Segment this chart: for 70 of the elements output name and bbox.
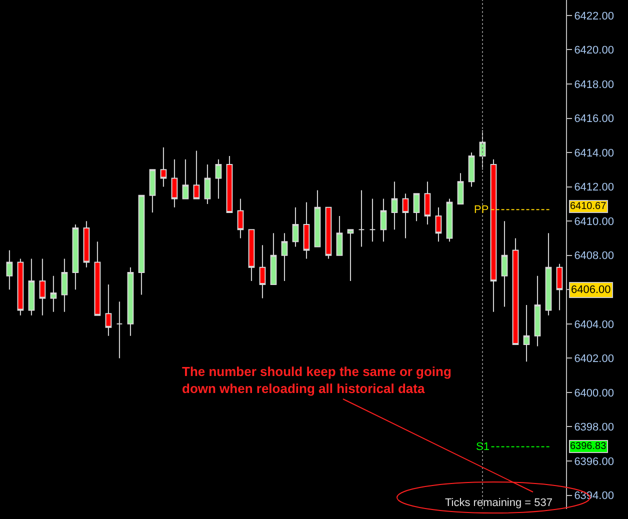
ref-line-label: PP xyxy=(474,204,489,216)
candlestick xyxy=(6,250,13,290)
candlestick xyxy=(149,169,156,214)
annotation: Ticks remaining = 537 xyxy=(445,497,553,509)
candlestick xyxy=(193,150,200,200)
candlestick xyxy=(512,238,519,345)
candlestick xyxy=(303,202,310,260)
candlestick xyxy=(457,172,464,204)
candlestick xyxy=(545,232,552,316)
candlestick xyxy=(116,301,123,359)
candlestick xyxy=(226,155,233,214)
candlestick xyxy=(259,244,266,299)
candlestick xyxy=(446,198,453,242)
candlestick xyxy=(160,146,167,188)
candlestick xyxy=(94,241,101,316)
candlestick xyxy=(402,193,409,239)
y-tick-label: 6416.00 xyxy=(574,113,614,126)
candlestick xyxy=(17,258,24,316)
candlestick xyxy=(182,158,189,200)
text: 6396.83 xyxy=(570,441,607,452)
candlestick xyxy=(270,232,277,285)
candlestick xyxy=(248,229,255,282)
candlestick xyxy=(204,164,211,204)
candlestick xyxy=(391,181,398,230)
text: 6406.00 xyxy=(571,284,611,296)
y-tick-label: 6418.00 xyxy=(574,78,614,91)
y-tick-label: 6396.00 xyxy=(574,456,614,468)
y-tick-label: 6410.00 xyxy=(574,216,614,228)
candlestick xyxy=(237,198,244,239)
y-tick-label: 6404.00 xyxy=(574,318,614,331)
candlestick xyxy=(83,220,90,268)
candlestick xyxy=(292,206,299,248)
candlestick xyxy=(490,158,497,312)
text: 6410.67 xyxy=(570,201,607,212)
candlestick xyxy=(314,190,321,248)
candlestick xyxy=(215,158,222,200)
y-tick-label: 6402.00 xyxy=(574,353,614,366)
candlestick xyxy=(127,266,134,336)
y-tick-label: 6420.00 xyxy=(574,44,614,57)
candlestick xyxy=(50,275,57,312)
candlestick xyxy=(424,181,431,226)
candlestick xyxy=(28,258,35,316)
candlestick xyxy=(336,215,343,256)
candlestick xyxy=(380,198,387,242)
candlestick xyxy=(501,220,508,308)
candlestick xyxy=(138,194,145,296)
candlestick xyxy=(39,258,46,316)
candlestick xyxy=(61,258,68,312)
candlestick xyxy=(534,275,541,347)
candlestick xyxy=(325,206,332,260)
candlestick xyxy=(369,198,376,242)
candlestick xyxy=(468,152,475,188)
candlestick xyxy=(105,284,112,336)
candlestick xyxy=(435,206,442,242)
y-tick-label: 6412.00 xyxy=(574,182,614,194)
candlestick xyxy=(72,224,79,290)
ref-line-label: S1 xyxy=(476,441,490,453)
y-tick-label: 6414.00 xyxy=(574,147,614,160)
candlestick xyxy=(523,304,530,362)
annotation: The number should keep the same or going down when reloading all historical data xyxy=(182,364,452,396)
candlestick xyxy=(358,190,365,248)
y-tick-label: 6398.00 xyxy=(574,422,614,434)
candlestick xyxy=(413,193,420,222)
candlestick xyxy=(281,232,288,282)
y-tick-label: 6408.00 xyxy=(574,250,614,262)
candlestick xyxy=(347,229,354,282)
candlestick xyxy=(556,263,563,311)
y-tick-label: 6400.00 xyxy=(574,387,614,400)
candlestick xyxy=(171,158,178,208)
y-tick-label: 6422.00 xyxy=(574,10,614,22)
